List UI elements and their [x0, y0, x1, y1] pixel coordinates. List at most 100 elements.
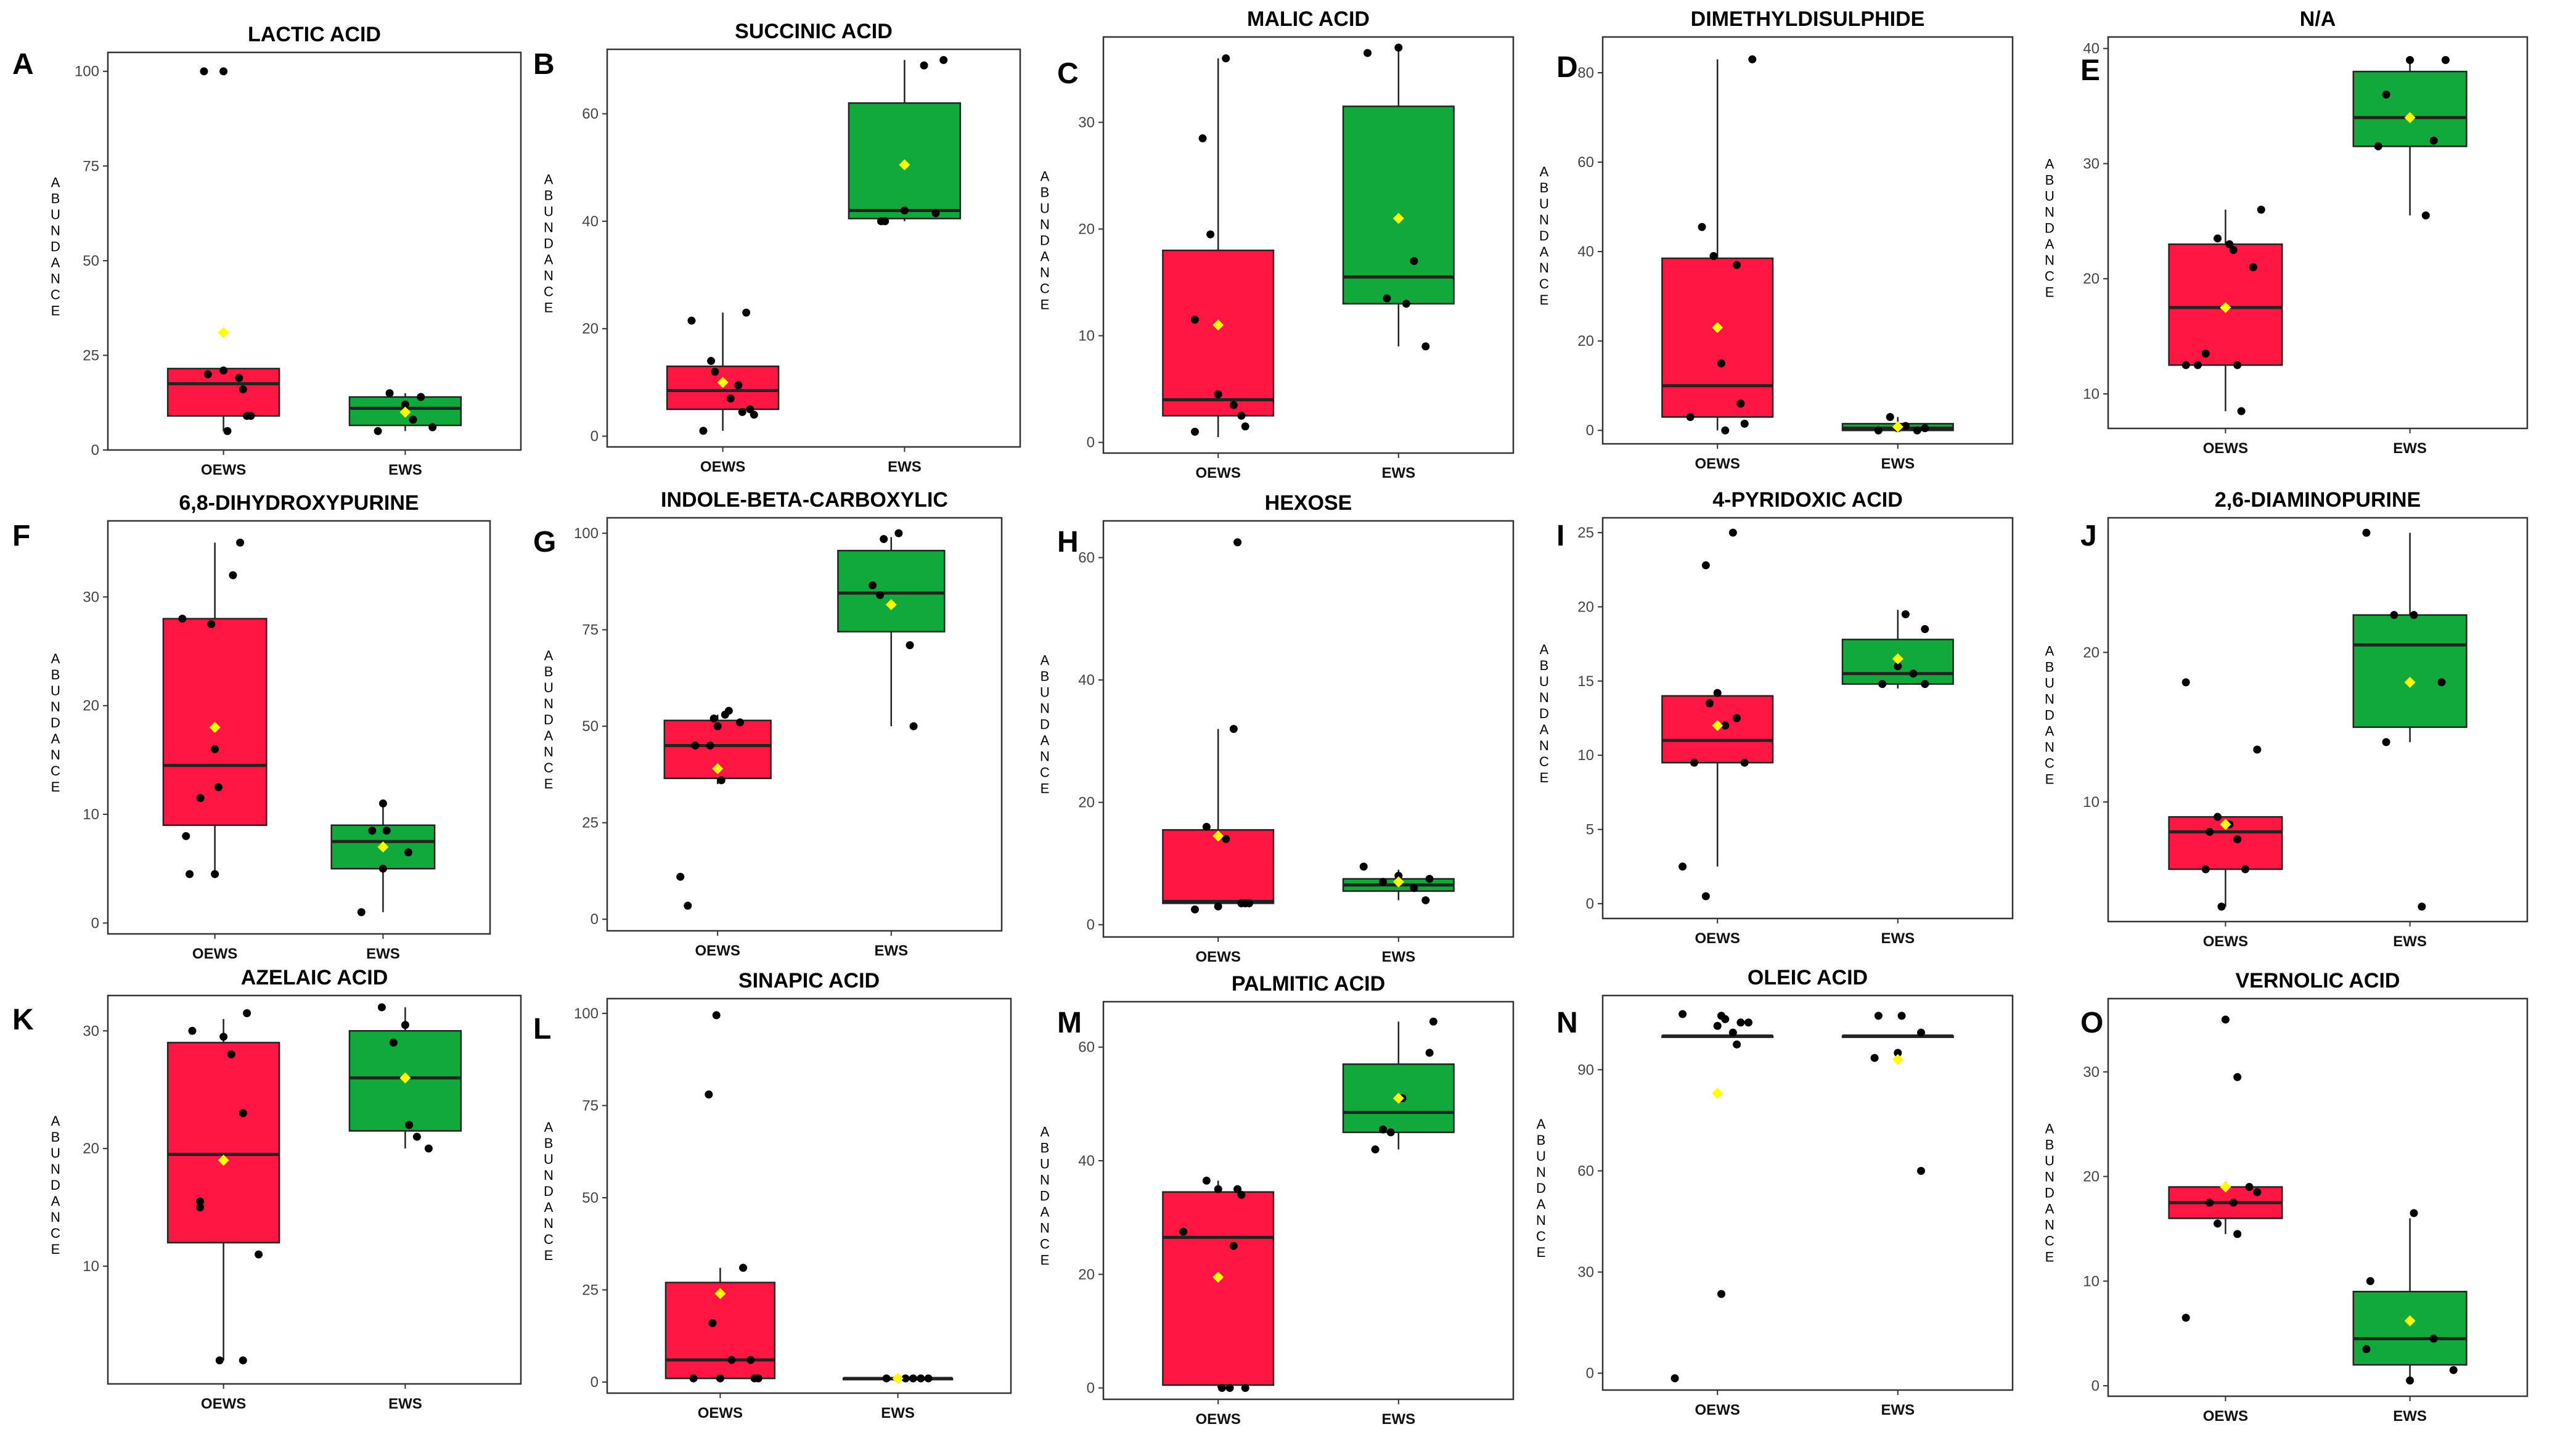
oews-data-point — [1233, 1185, 1242, 1193]
y-tick-label: 10 — [2083, 1273, 2100, 1290]
y-tick-label: 30 — [2083, 1064, 2100, 1081]
x-tick-label: EWS — [874, 943, 908, 959]
panel-label: G — [533, 526, 556, 558]
oews-data-point — [2221, 1015, 2230, 1024]
ews-data-point — [2421, 211, 2430, 219]
plot-frame — [2107, 517, 2529, 923]
panel-label: F — [12, 520, 30, 552]
oews-data-point — [2225, 240, 2234, 248]
oews-data-point — [754, 1374, 763, 1383]
y-tick-label: 0 — [1586, 896, 1594, 912]
y-tick-label: 20 — [1078, 221, 1095, 238]
y-tick-label: 90 — [1577, 1061, 1594, 1078]
oews-data-point — [200, 67, 208, 76]
y-tick-label: 75 — [582, 1097, 599, 1114]
panel-label: J — [2080, 520, 2097, 552]
ews-data-point — [2437, 678, 2446, 687]
ews-data-point — [869, 581, 877, 590]
y-tick-label: 20 — [2083, 644, 2100, 661]
ews-data-point — [2441, 55, 2450, 64]
ews-data-point — [1402, 300, 1410, 308]
oews-data-point — [1237, 1190, 1246, 1199]
oews-data-point — [1698, 223, 1706, 231]
plot-frame — [606, 997, 1012, 1394]
oews-data-point — [1237, 411, 1246, 420]
y-tick-label: 10 — [83, 1258, 99, 1275]
y-tick-label: 30 — [1577, 1264, 1594, 1281]
oews-data-point — [1736, 399, 1745, 408]
x-tick-label: EWS — [366, 946, 400, 962]
ews-data-point — [2406, 55, 2414, 64]
oews-data-point — [746, 1356, 755, 1364]
oews-data-point — [1190, 427, 1199, 436]
ews-data-point — [2366, 1277, 2374, 1285]
plot-frame — [1601, 36, 2014, 445]
oews-data-point — [1721, 426, 1730, 435]
y-tick-label: 80 — [1577, 65, 1594, 81]
oews-data-point — [236, 538, 245, 547]
ews-data-point — [382, 827, 391, 835]
panel-title: SUCCINIC ACID — [735, 20, 893, 43]
y-tick-label: 100 — [574, 525, 599, 542]
oews-data-point — [742, 308, 751, 317]
panel-c: C MALIC ACID 0 10 20 30 A B U N D A N C E OEWS EWS — [1040, 7, 1515, 481]
y-tick-label: 0 — [1087, 1380, 1095, 1397]
ews-data-point — [1921, 625, 1929, 634]
oews-mean-marker — [712, 763, 724, 775]
y-tick-label: 0 — [1586, 422, 1594, 439]
ews-data-point — [880, 534, 888, 543]
oews-data-point — [2201, 350, 2210, 358]
ews-data-point — [2406, 1376, 2414, 1385]
ews-data-point — [368, 827, 377, 835]
y-tick-label: 40 — [2083, 41, 2100, 57]
ews-data-point — [882, 1374, 891, 1383]
oews-data-point — [255, 1250, 263, 1259]
ews-data-point — [881, 217, 889, 226]
ews-data-point — [920, 61, 928, 70]
oews-data-point — [1229, 1241, 1238, 1250]
ews-box — [837, 549, 946, 632]
x-tick-label: OEWS — [1196, 949, 1241, 965]
ews-data-point — [900, 206, 909, 215]
oews-data-point — [716, 1374, 724, 1383]
ews-data-point — [1421, 342, 1430, 351]
ews-data-point — [2449, 1366, 2458, 1375]
plot-frame — [107, 994, 522, 1385]
x-tick-label: OEWS — [1196, 465, 1241, 481]
oews-mean-marker — [1712, 1087, 1723, 1099]
oews-mean-marker — [1212, 319, 1224, 331]
y-tick-label: 40 — [1078, 672, 1095, 689]
oews-mean-marker — [2220, 301, 2231, 313]
panel-label: E — [2080, 54, 2100, 87]
oews-data-point — [734, 381, 743, 390]
y-tick-label: 25 — [582, 815, 599, 832]
oews-data-point — [707, 357, 716, 366]
ews-data-point — [377, 1003, 386, 1012]
oews-data-point — [239, 385, 247, 394]
x-tick-label: OEWS — [698, 1405, 743, 1421]
ews-data-point — [424, 1144, 433, 1153]
oews-data-point — [699, 427, 708, 435]
oews-data-point — [1701, 892, 1710, 901]
panel-label: N — [1556, 1007, 1578, 1039]
y-tick-label: 60 — [1078, 1039, 1095, 1056]
y-tick-label: 0 — [1087, 917, 1095, 933]
oews-data-point — [1217, 1384, 1226, 1393]
panel-h: H HEXOSE 0 20 40 60 A B U N D A N C E OEWS EWS — [1040, 491, 1515, 965]
ews-mean-marker — [1392, 1092, 1404, 1104]
oews-data-point — [1690, 758, 1698, 767]
y-tick-label: 20 — [1078, 795, 1095, 811]
ews-data-point — [2374, 142, 2382, 150]
ews-data-point — [1359, 862, 1368, 871]
oews-data-point — [1190, 316, 1199, 324]
y-tick-label: 60 — [1577, 154, 1594, 171]
ews-data-point — [1394, 43, 1403, 52]
oews-data-point — [1686, 412, 1695, 421]
oews-data-point — [229, 571, 237, 579]
oews-data-point — [2193, 361, 2202, 369]
oews-data-point — [727, 1356, 736, 1364]
y-tick-label: 0 — [91, 442, 99, 459]
ews-box — [2352, 70, 2468, 147]
